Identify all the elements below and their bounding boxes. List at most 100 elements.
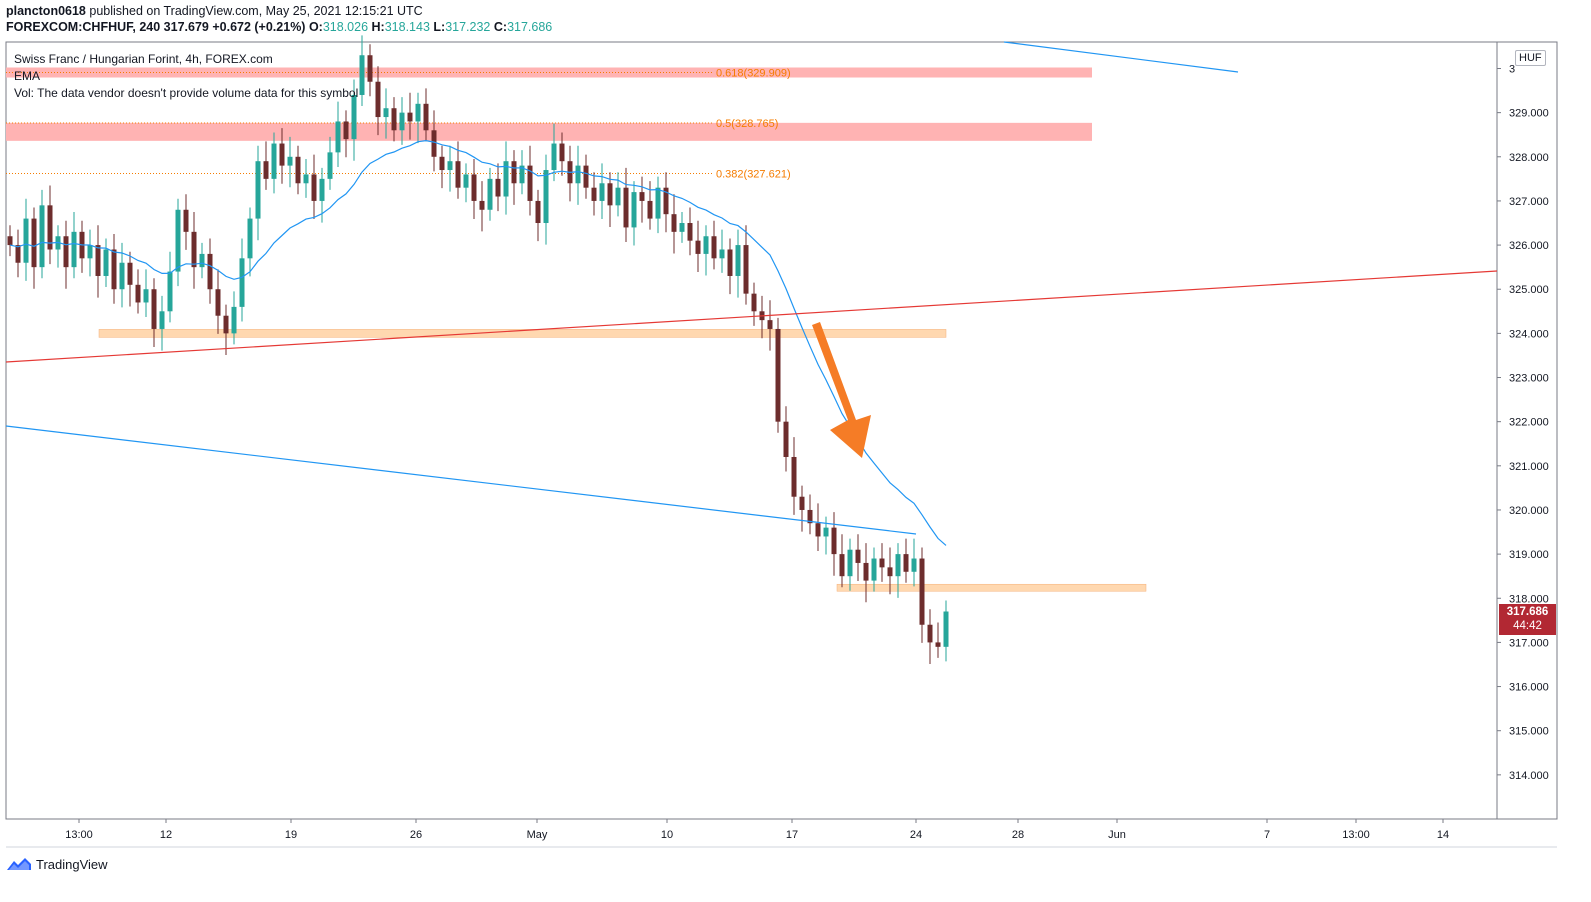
ema-line — [9, 139, 947, 546]
candle-body — [831, 527, 837, 555]
candle-body — [663, 187, 669, 215]
fib-level-label: 0.382(327.621) — [716, 169, 791, 181]
x-axis-tick-label: 7 — [1264, 829, 1270, 841]
candle-body — [415, 103, 421, 122]
candle-body — [391, 108, 397, 131]
brand-name[interactable]: TradingView — [36, 856, 108, 872]
last-price: 317.679 — [163, 20, 209, 34]
candle-body — [15, 245, 21, 263]
candle-body — [287, 156, 293, 166]
x-axis-tick-label: 17 — [786, 829, 798, 841]
candle-body — [239, 258, 245, 307]
y-axis-tick-label: 328.000 — [1509, 152, 1549, 164]
candle-body — [87, 245, 93, 259]
candle-body — [471, 174, 477, 201]
candle-body — [623, 187, 629, 228]
candle-body — [135, 284, 141, 303]
footer: TradingView — [6, 856, 108, 872]
candle-body — [783, 421, 789, 457]
candle-body — [591, 187, 597, 201]
candle-body — [703, 236, 709, 254]
candle-body — [463, 174, 469, 188]
candle-body — [511, 161, 517, 184]
x-axis-tick-label: 26 — [410, 829, 422, 841]
candle-body — [751, 293, 757, 312]
x-axis-tick-label: 13:00 — [1342, 829, 1370, 841]
candle-body — [231, 306, 237, 334]
candle-body — [519, 165, 525, 184]
candle-body — [327, 152, 333, 179]
candle-body — [687, 223, 693, 241]
y-axis-tick-label: 316.000 — [1509, 682, 1549, 694]
candle-body — [215, 289, 221, 316]
open-label: O: — [308, 20, 323, 34]
candle-body — [359, 55, 365, 95]
y-axis-tick-label: 314.000 — [1509, 770, 1549, 782]
y-axis-tick-label: 319.000 — [1509, 549, 1549, 561]
candle-body — [207, 253, 213, 290]
legend-volume[interactable]: Vol: The data vendor doesn't provide vol… — [14, 86, 359, 100]
y-axis-tick-label: 322.000 — [1509, 417, 1549, 429]
legend-ema[interactable]: EMA — [14, 69, 41, 83]
candle-body — [879, 558, 885, 568]
candle-body — [447, 161, 453, 171]
candle-body — [167, 271, 173, 312]
candle-body — [799, 496, 805, 510]
candle-body — [7, 236, 13, 246]
bar-countdown: 44:42 — [1513, 620, 1542, 632]
y-axis-tick-label: 318.000 — [1509, 593, 1549, 605]
y-axis-tick-label: 321.000 — [1509, 461, 1549, 473]
x-axis-tick-label: 24 — [910, 829, 922, 841]
candle-body — [599, 183, 605, 201]
candle-body — [847, 549, 853, 577]
down-arrow — [812, 322, 871, 458]
candle-body — [839, 554, 845, 577]
legend-title[interactable]: Swiss Franc / Hungarian Forint, 4h, FORE… — [14, 52, 273, 66]
candle-body — [479, 200, 485, 210]
candle-body — [615, 187, 621, 206]
y-axis-tick-label: 329.000 — [1509, 108, 1549, 120]
candle-body — [119, 262, 125, 290]
candle-body — [255, 161, 261, 219]
y-axis-tick-label: 323.000 — [1509, 373, 1549, 385]
candle-body — [695, 240, 701, 254]
y-axis-tick-label: 326.000 — [1509, 240, 1549, 252]
y-axis-tick-label: 320.000 — [1509, 505, 1549, 517]
x-axis-tick-label: 10 — [661, 829, 673, 841]
candle-body — [311, 174, 317, 201]
candle-body — [887, 567, 893, 577]
last-price-tag: 317.686 44:42 — [1499, 604, 1556, 635]
candle-body — [935, 642, 941, 647]
candle-body — [927, 624, 933, 643]
candle-body — [423, 103, 429, 131]
candle-body — [719, 249, 725, 259]
fib-zone — [6, 122, 1092, 141]
chart-frame — [5, 41, 1558, 820]
x-axis-tick-label: 28 — [1012, 829, 1024, 841]
low-label: L: — [433, 20, 446, 34]
candle-body — [807, 509, 813, 524]
candle-body — [495, 178, 501, 197]
author[interactable]: plancton0618 — [6, 4, 86, 18]
candle-body — [903, 554, 909, 572]
currency-badge[interactable]: HUF — [1515, 50, 1546, 66]
candle-body — [295, 156, 301, 184]
chart-legend: Swiss Franc / Hungarian Forint, 4h, FORE… — [14, 51, 371, 102]
candle-body — [727, 249, 733, 276]
y-axis-tick-label: 317.000 — [1509, 637, 1549, 649]
candle-body — [855, 549, 861, 563]
y-axis-tick-label: 327.000 — [1509, 196, 1549, 208]
candle-body — [303, 174, 309, 184]
candle-body — [735, 245, 741, 276]
fib-level-label: 0.618(329.909) — [716, 68, 791, 80]
candle-body — [671, 214, 677, 232]
symbol: FOREXCOM:CHFHUF, 240 — [6, 20, 161, 34]
candle-body — [527, 165, 533, 201]
high-value: 318.143 — [384, 20, 430, 34]
candle-body — [367, 55, 373, 82]
tradingview-logo-icon[interactable] — [6, 856, 32, 872]
candle-body — [743, 245, 749, 294]
support-zone — [836, 583, 1147, 592]
